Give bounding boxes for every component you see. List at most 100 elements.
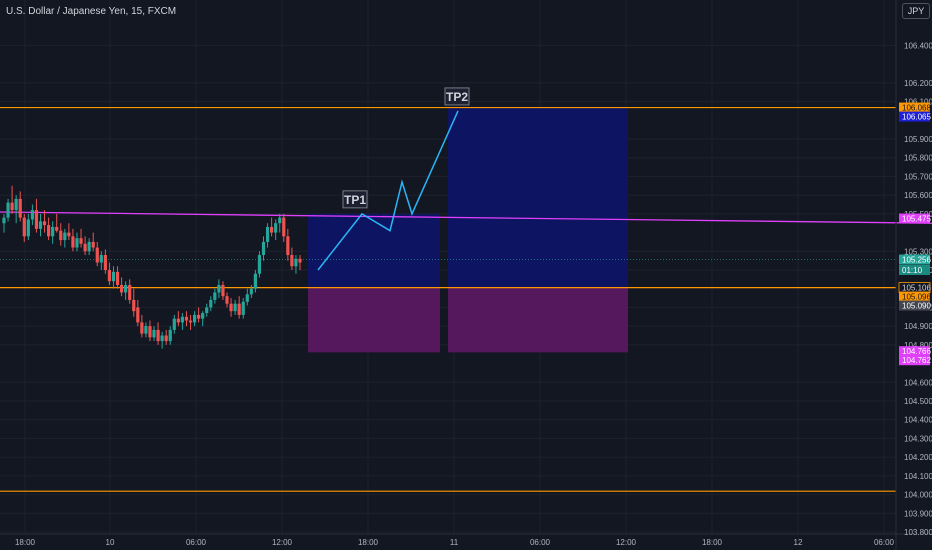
candle bbox=[160, 331, 164, 349]
candle-body bbox=[99, 255, 103, 263]
price-tag-label: 01:10 bbox=[902, 266, 923, 275]
candle bbox=[30, 204, 34, 226]
time-tick-label: 12:00 bbox=[272, 538, 293, 547]
candle bbox=[75, 232, 79, 252]
candle bbox=[71, 228, 75, 252]
candle bbox=[290, 247, 294, 270]
candle-body bbox=[156, 329, 160, 342]
candle-body bbox=[59, 230, 63, 241]
price-tag bbox=[899, 291, 930, 302]
candle-body bbox=[257, 255, 262, 274]
target-label-box bbox=[444, 87, 470, 106]
candle bbox=[91, 232, 95, 252]
candle bbox=[237, 296, 241, 319]
candle bbox=[99, 251, 103, 270]
price-tag bbox=[899, 102, 930, 113]
candle-body bbox=[197, 314, 201, 319]
price-tick-label: 104.100 bbox=[904, 472, 932, 481]
candle bbox=[107, 262, 112, 285]
price-tick-label: 104.400 bbox=[904, 416, 932, 425]
time-axis: 18:00 10 06:00 12:00 18:00 11 06:00 12:00 18:00 1… bbox=[15, 538, 895, 547]
candle-body bbox=[67, 232, 71, 237]
candle-body bbox=[261, 241, 266, 256]
price-tag-label: 106.068 bbox=[902, 104, 931, 113]
candle-body bbox=[71, 236, 75, 248]
candle-body bbox=[192, 314, 197, 323]
price-tag bbox=[899, 213, 930, 224]
candle-body bbox=[176, 318, 180, 323]
candle-body bbox=[180, 316, 185, 323]
candle bbox=[14, 195, 18, 224]
candle-body bbox=[18, 198, 22, 218]
candle bbox=[184, 311, 189, 327]
candle bbox=[34, 198, 39, 233]
trendline bbox=[0, 211, 932, 224]
candle-body bbox=[22, 217, 26, 237]
price-tag-label: 105.090 bbox=[902, 302, 931, 311]
candle-body bbox=[111, 271, 116, 282]
price-tick-label: 106.400 bbox=[904, 41, 932, 50]
candle-body bbox=[148, 326, 152, 338]
candle-body bbox=[184, 316, 189, 321]
candle bbox=[2, 213, 6, 233]
candle bbox=[156, 322, 160, 345]
drawing-overlays: TP1 TP2 bbox=[317, 87, 470, 271]
stop-zone bbox=[308, 287, 440, 353]
candle bbox=[148, 320, 152, 342]
candle bbox=[192, 311, 197, 327]
price-tick-label: 104.800 bbox=[904, 341, 932, 350]
candle bbox=[87, 238, 91, 256]
candle-body bbox=[75, 238, 79, 248]
candle bbox=[55, 213, 59, 233]
chart-title: U.S. Dollar / Japanese Yen, 15, FXCM bbox=[6, 6, 177, 17]
candle-body bbox=[38, 221, 43, 229]
target-label: TP2 bbox=[446, 90, 468, 104]
time-tick-label: 12 bbox=[794, 538, 803, 547]
price-tag-label: 104.766 bbox=[902, 347, 931, 356]
candle bbox=[132, 288, 136, 317]
candle-body bbox=[51, 226, 55, 237]
candle bbox=[22, 213, 26, 242]
candle bbox=[229, 298, 233, 317]
candle bbox=[294, 255, 298, 274]
candle bbox=[136, 299, 140, 327]
price-tick-label: 105.900 bbox=[904, 135, 932, 144]
candle-body bbox=[128, 284, 132, 300]
candle bbox=[26, 213, 30, 241]
target-label: TP1 bbox=[344, 193, 366, 207]
candle-body bbox=[265, 226, 270, 242]
target-zone bbox=[308, 213, 440, 288]
price-tag-label: 104.762 bbox=[902, 356, 931, 365]
candle bbox=[274, 219, 278, 241]
candle bbox=[67, 223, 71, 241]
price-tick-label: 103.800 bbox=[904, 528, 932, 537]
candle bbox=[6, 198, 10, 222]
candle bbox=[245, 288, 249, 306]
candle-body bbox=[233, 303, 237, 312]
candle bbox=[217, 279, 221, 299]
candle-body bbox=[278, 217, 282, 224]
candle-body bbox=[188, 320, 193, 323]
candle-body bbox=[55, 226, 59, 231]
candle-body bbox=[160, 335, 164, 342]
candle bbox=[95, 241, 99, 267]
price-tag bbox=[899, 300, 930, 311]
candle bbox=[253, 270, 257, 293]
candle-body bbox=[47, 225, 51, 237]
candle bbox=[180, 313, 185, 330]
candle bbox=[225, 292, 229, 308]
currency-badge[interactable]: JPY bbox=[902, 3, 930, 19]
position-zones bbox=[308, 107, 628, 353]
candle bbox=[201, 311, 205, 327]
time-tick-label: 18:00 bbox=[15, 538, 36, 547]
horizontal-levels bbox=[0, 106, 932, 492]
candle-body bbox=[286, 236, 290, 256]
time-tick-label: 12:00 bbox=[616, 538, 637, 547]
candle bbox=[59, 223, 63, 246]
candle-body bbox=[91, 241, 95, 248]
price-tag-label: 105.106 bbox=[902, 284, 931, 293]
candle-body bbox=[205, 307, 209, 314]
candle-body bbox=[63, 232, 67, 241]
candle bbox=[265, 223, 270, 248]
